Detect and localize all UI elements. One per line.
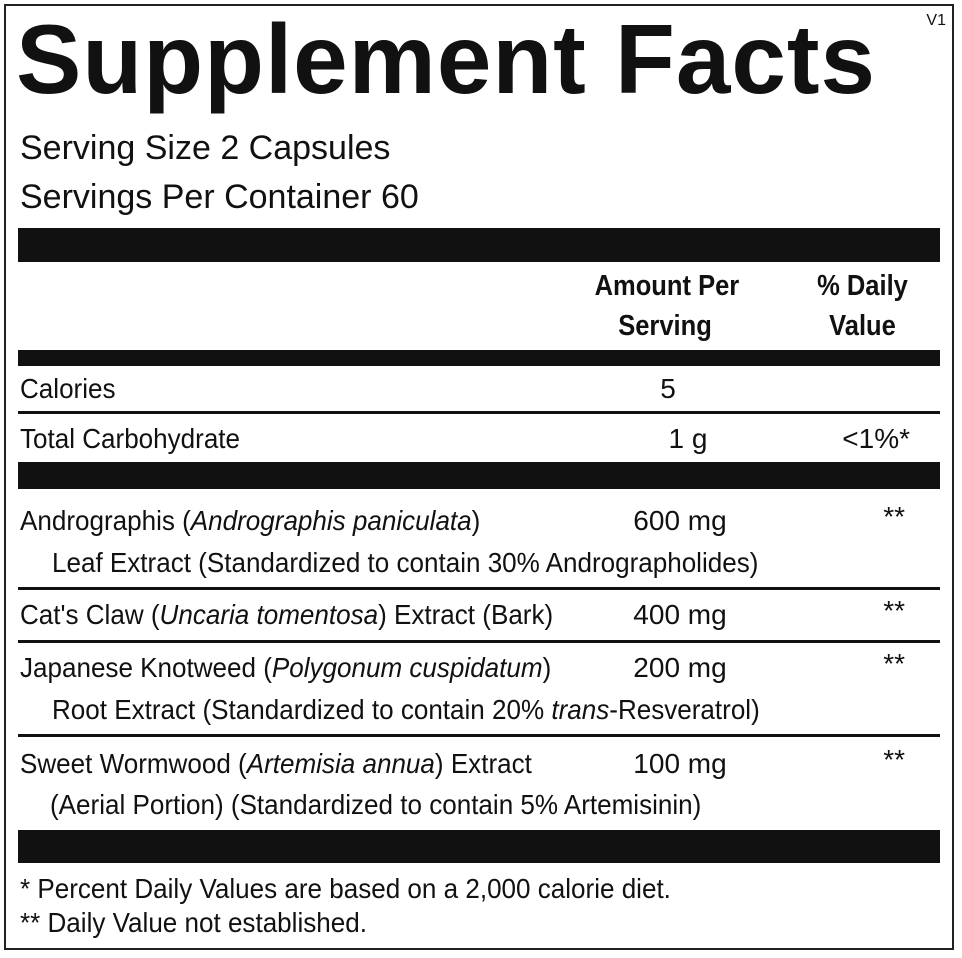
ingredient-name: Japanese Knotweed (Polygonum cuspidatum)	[20, 652, 552, 683]
ingredient-amount: 200 mg	[633, 652, 727, 683]
ingredient-dv: **	[883, 501, 905, 532]
row-divider	[18, 587, 940, 590]
servings-per-container: Servings Per Container 60	[20, 178, 419, 216]
divider-bar	[18, 462, 940, 489]
ingredient-detail: (Aerial Portion) (Standardized to contai…	[50, 789, 702, 820]
footnote-dv: * Percent Daily Values are based on a 2,…	[20, 873, 671, 904]
nutrient-name: Calories	[20, 373, 116, 404]
nutrient-amount: 5	[660, 373, 676, 404]
ingredient-name: Sweet Wormwood (Artemisia annua) Extract	[20, 748, 532, 779]
divider-bar	[18, 830, 940, 863]
dv-header-line1: % Daily	[817, 270, 908, 302]
amount-header-line1: Amount Per	[594, 270, 740, 302]
ingredient-dv: **	[883, 648, 905, 679]
version-code: V1	[926, 12, 946, 29]
divider-bar	[18, 228, 940, 262]
ingredient-amount: 400 mg	[633, 599, 727, 630]
row-divider	[18, 411, 940, 414]
amount-header: Amount Per Serving	[594, 266, 740, 346]
dv-header: % Daily Value	[803, 266, 922, 346]
row-divider	[18, 734, 940, 737]
ingredient-dv: **	[883, 744, 905, 775]
nutrient-dv: <1%*	[842, 423, 910, 454]
ingredient-dv: **	[883, 595, 905, 626]
nutrient-name: Total Carbohydrate	[20, 423, 241, 454]
ingredient-amount: 100 mg	[633, 748, 727, 779]
amount-header-line2: Serving	[618, 310, 712, 342]
ingredient-detail: Root Extract (Standardized to contain 20…	[52, 694, 760, 725]
row-divider	[18, 640, 940, 643]
ingredient-amount: 600 mg	[633, 505, 727, 536]
ingredient-detail: Leaf Extract (Standardized to contain 30…	[52, 547, 759, 578]
footnote-not-established: ** Daily Value not established.	[20, 907, 367, 938]
nutrient-amount: 1 g	[668, 423, 708, 454]
ingredient-name: Cat's Claw (Uncaria tomentosa) Extract (…	[20, 599, 554, 630]
dv-header-line2: Value	[829, 310, 896, 342]
serving-size: Serving Size 2 Capsules	[20, 129, 391, 167]
label-frame	[4, 4, 954, 950]
divider-bar	[18, 350, 940, 366]
ingredient-name: Andrographis (Andrographis paniculata)	[20, 505, 481, 536]
label-title: Supplement Facts	[16, 4, 877, 114]
